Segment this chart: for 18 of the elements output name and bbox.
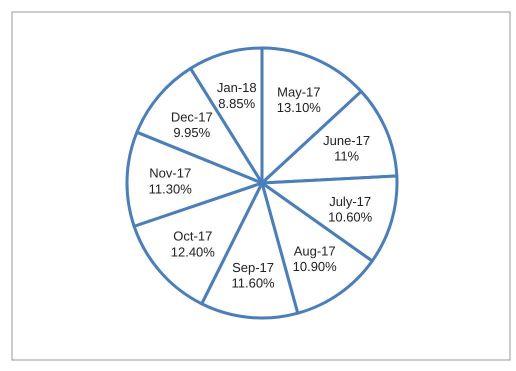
slice-label: Oct-17 [173, 228, 212, 244]
slice-label: Nov-17 [149, 166, 192, 181]
slice-label: Sep-17 [232, 260, 274, 275]
data-label: 10.60% [328, 210, 373, 225]
slice-label: Dec-17 [170, 109, 213, 124]
data-label: 13.10% [276, 100, 322, 115]
slice-label: July-17 [329, 194, 372, 209]
data-label: 9.95% [173, 124, 211, 140]
slice-label: May-17 [277, 84, 321, 100]
data-label: 11% [334, 148, 360, 164]
data-label: 12.40% [170, 244, 216, 260]
data-label: 8.85% [218, 96, 256, 111]
data-label: 11.30% [148, 181, 192, 196]
slice-label: Jan-18 [216, 80, 257, 96]
slice-label: June-17 [323, 132, 370, 148]
data-label: 10.90% [292, 259, 338, 274]
data-label: 11.60% [231, 275, 276, 290]
slice-label: Aug-17 [294, 244, 336, 259]
